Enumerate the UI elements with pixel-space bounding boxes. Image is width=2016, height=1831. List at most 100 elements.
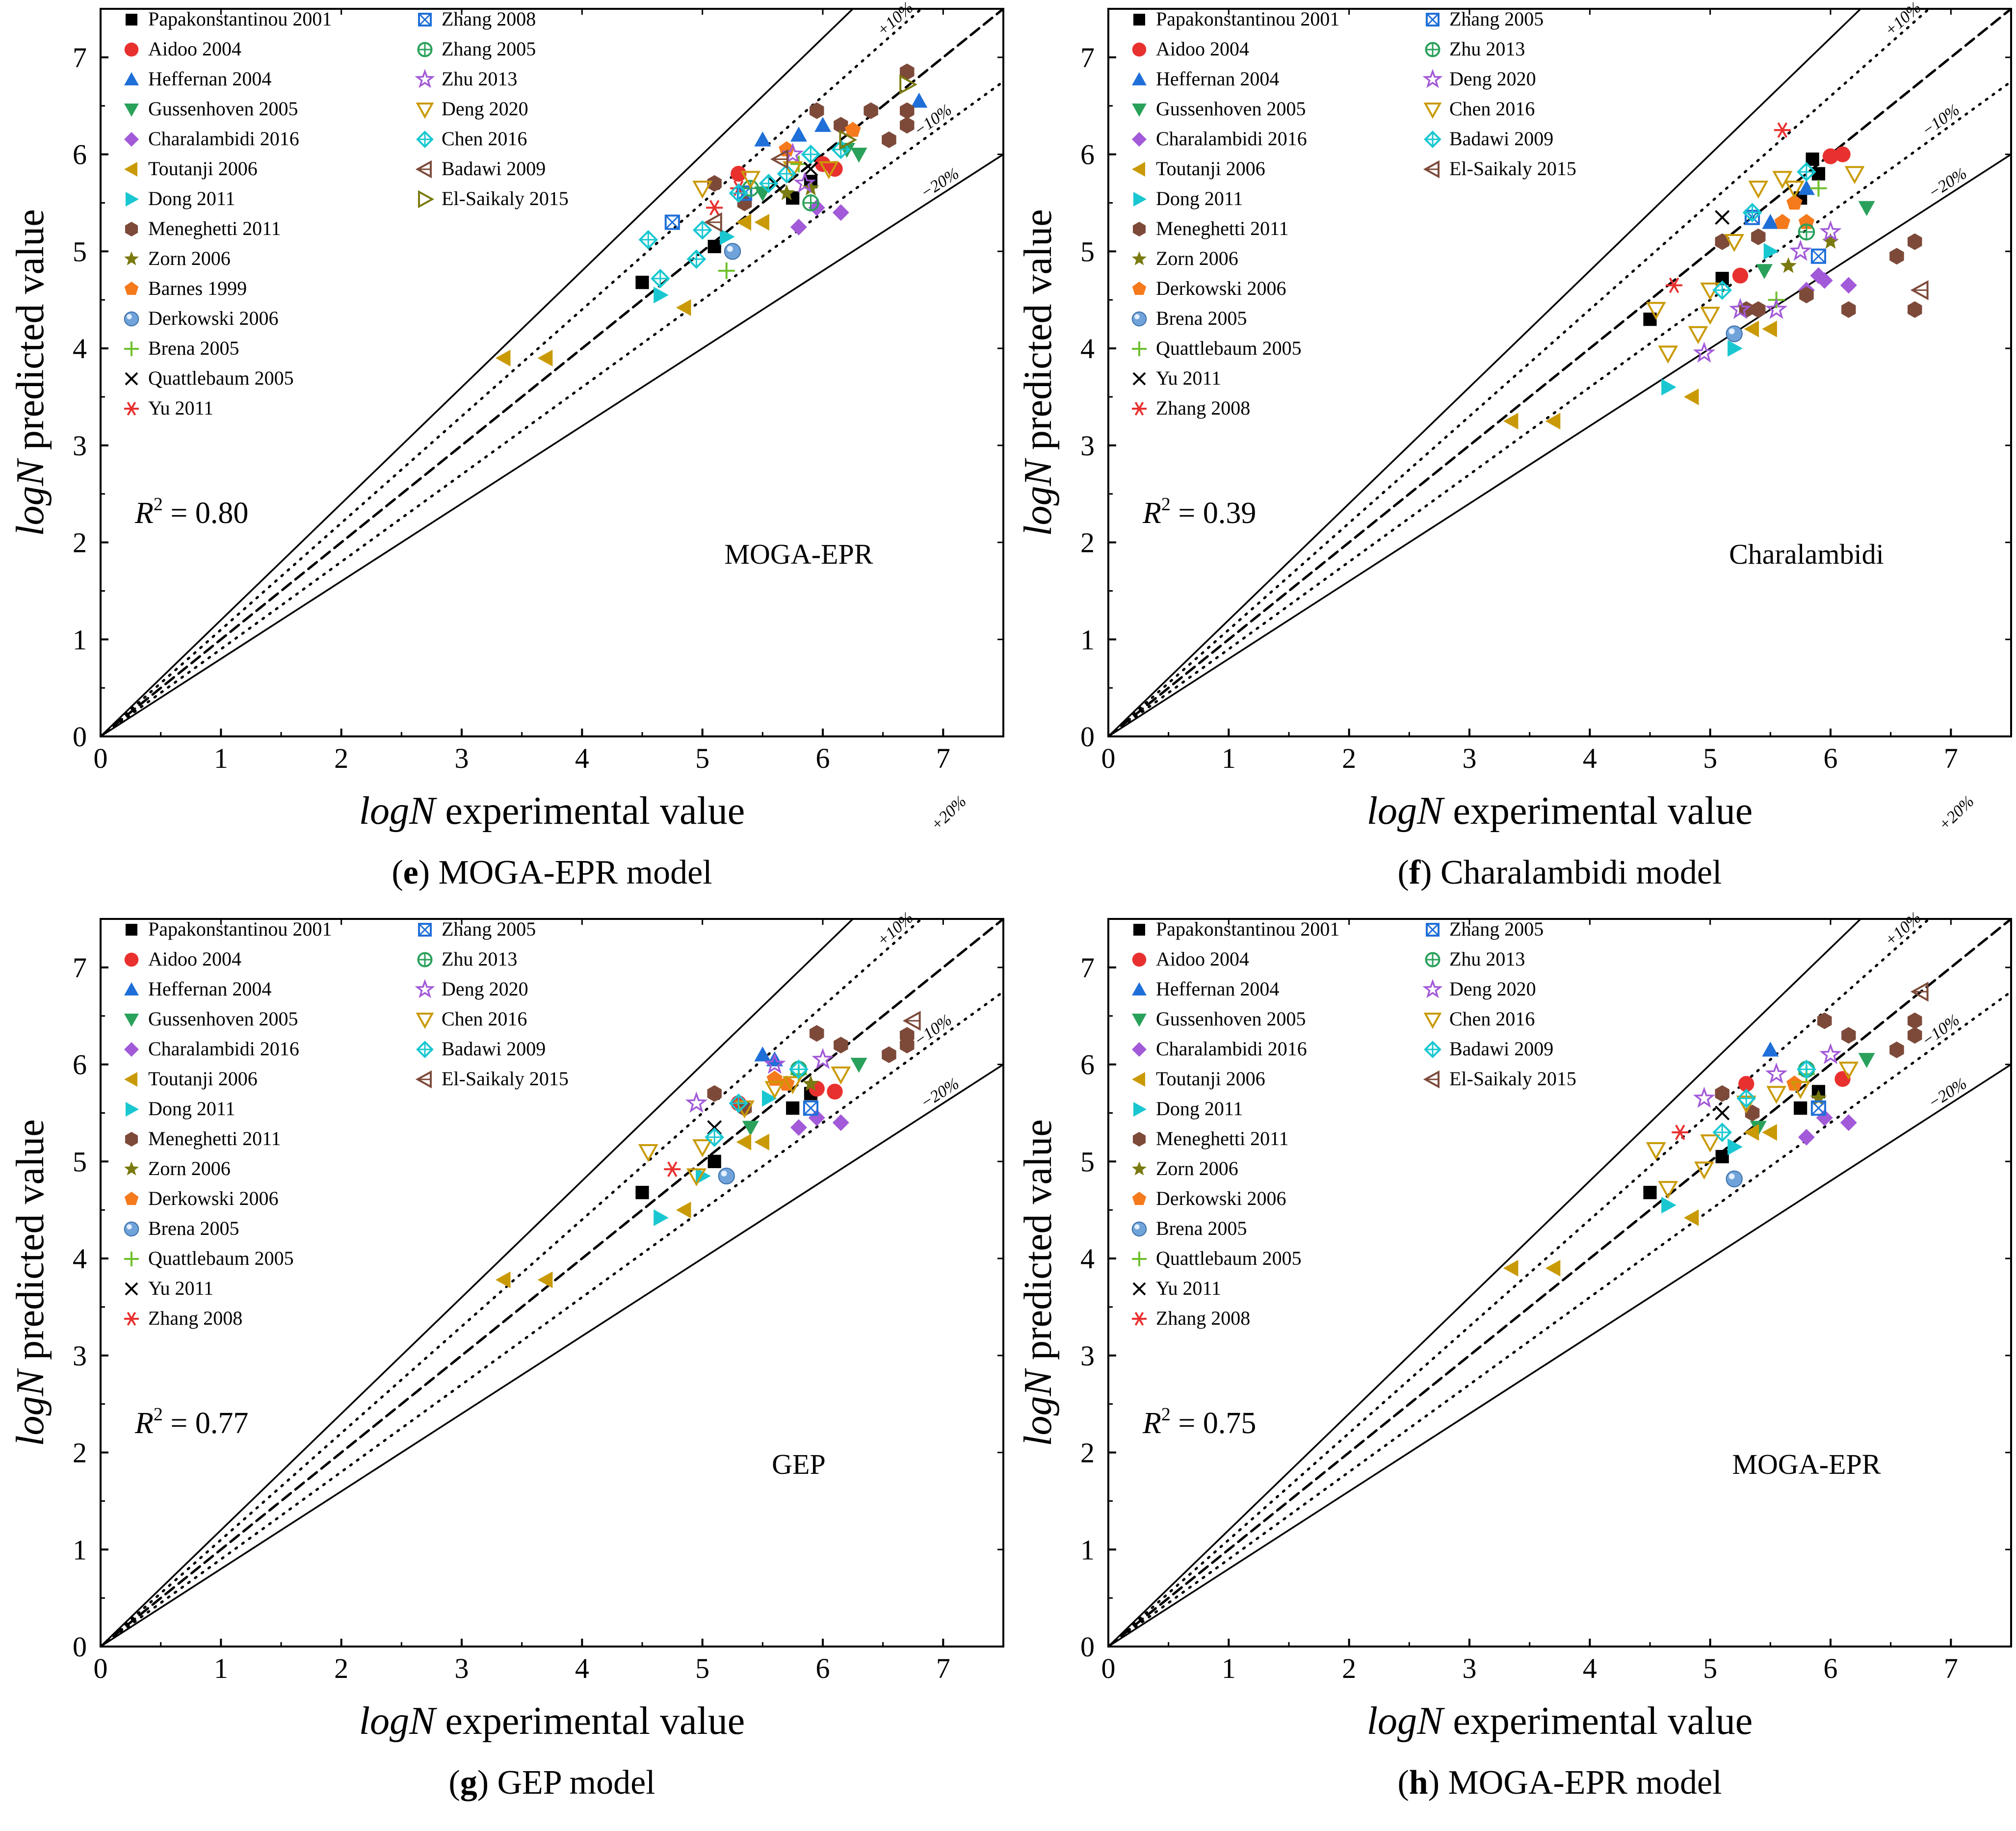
data-point <box>707 175 722 192</box>
y-tick-label: 7 <box>73 42 87 74</box>
legend-label: Zorn 2006 <box>148 247 231 269</box>
x-axis-label: logN experimental value <box>359 789 745 833</box>
legend-label: El-Saikaly 2015 <box>442 187 569 209</box>
data-point <box>1910 981 1929 1002</box>
data-point <box>1762 1124 1777 1141</box>
data-point <box>763 1052 786 1074</box>
legend-marker <box>1426 13 1440 26</box>
legend-marker <box>1423 160 1440 179</box>
data-point <box>839 130 858 150</box>
legend-label: El-Saikaly 2015 <box>1449 1068 1576 1090</box>
legend-marker <box>415 1070 432 1089</box>
legend-item: Quattlebaum 2005 <box>1132 337 1302 359</box>
legend-label: Dong 2011 <box>1156 187 1243 209</box>
legend-label: Deng 2020 <box>442 98 528 120</box>
legend-marker <box>1132 251 1147 265</box>
data-point <box>731 165 747 182</box>
data-point <box>793 172 816 193</box>
y-axis-label: logN predicted value <box>9 1119 52 1446</box>
legend-label: Derkowski 2006 <box>148 307 279 329</box>
data-point <box>1790 1081 1811 1099</box>
legend-item: Quattlebaum 2005 <box>124 1247 294 1269</box>
data-point <box>1910 280 1929 300</box>
data-point <box>1819 1043 1842 1065</box>
legend-marker <box>1132 1161 1147 1176</box>
x-tick-label: 2 <box>334 1652 348 1684</box>
legend-item: Meneghetti 2011 <box>125 217 281 239</box>
data-point <box>1661 1197 1676 1214</box>
legend-item: Zorn 2006 <box>1132 1157 1238 1179</box>
legend-item: Aidoo 2004 <box>1132 38 1249 60</box>
data-point <box>1841 1027 1856 1044</box>
data-point <box>1806 152 1819 166</box>
data-point <box>1694 1161 1714 1180</box>
data-point <box>720 228 735 245</box>
data-point <box>1810 1090 1827 1106</box>
data-point <box>790 156 807 173</box>
panel-caption: (f) Charalambidi model <box>1398 854 1722 891</box>
data-point <box>1503 1259 1519 1277</box>
data-point <box>1834 146 1851 162</box>
legend-label: Gussenhoven 2005 <box>148 98 298 120</box>
band-label: +20% <box>927 792 970 835</box>
data-point <box>1780 257 1797 273</box>
y-tick-label: 1 <box>73 1534 87 1566</box>
data-point <box>736 1133 752 1151</box>
data-point <box>1729 298 1752 319</box>
legend-item: Brena 2005 <box>124 1217 239 1239</box>
data-point <box>812 1047 834 1069</box>
band-label: +10% <box>1881 0 1924 40</box>
legend-item: Derkowski 2006 <box>124 1187 279 1209</box>
data-point <box>1715 1105 1730 1121</box>
x-tick-label: 6 <box>816 742 830 774</box>
legend-marker <box>1132 341 1147 356</box>
data-point <box>537 349 553 366</box>
data-point <box>1798 1128 1815 1146</box>
legend-marker <box>126 1102 139 1117</box>
legend-label: Charalambidi 2016 <box>148 1038 299 1060</box>
legend-label: Zorn 2006 <box>1156 1157 1238 1179</box>
data-point <box>1715 1085 1729 1102</box>
x-tick-label: 1 <box>1222 742 1236 774</box>
data-point <box>832 204 849 221</box>
legend-label: Charalambidi 2016 <box>1156 128 1307 150</box>
data-point <box>707 1085 722 1102</box>
data-point <box>740 171 761 189</box>
legend-marker <box>1425 952 1440 968</box>
legend-marker <box>124 952 139 967</box>
legend-item: Quattlebaum 2005 <box>125 367 294 389</box>
legend-item: Yu 2011 <box>1132 1277 1221 1299</box>
data-point <box>1822 148 1839 164</box>
legend-item: Dong 2011 <box>126 1098 235 1120</box>
legend-item: Zhu 2013 <box>415 68 517 90</box>
data-point <box>1658 345 1678 364</box>
legend-marker <box>124 251 139 265</box>
data-point <box>737 194 752 211</box>
legend-item: Derkowski 2006 <box>1132 277 1286 299</box>
legend-item: Badawi 2009 <box>1424 1038 1553 1060</box>
data-point <box>692 220 712 240</box>
y-axis-label: logN predicted value <box>1017 209 1060 536</box>
y-tick-label: 6 <box>73 139 87 171</box>
x-tick-label: 5 <box>695 1652 709 1684</box>
y-tick-label: 7 <box>1080 952 1095 984</box>
data-points <box>1503 981 1929 1277</box>
legend-label: Yu 2011 <box>1156 1277 1221 1299</box>
data-point <box>1715 233 1729 250</box>
band-label: +10% <box>873 0 916 40</box>
legend-marker <box>124 1161 139 1176</box>
legend-marker <box>124 982 139 995</box>
plot-frame <box>1107 918 2012 1648</box>
legend-label: Derkowski 2006 <box>148 1187 279 1209</box>
y-tick-label: 1 <box>1080 624 1095 655</box>
legend-item: Zorn 2006 <box>124 1157 231 1179</box>
legend-label: Dong 2011 <box>148 187 235 209</box>
legend-label: Papakonstantinou 2001 <box>1156 8 1339 30</box>
data-point <box>802 1075 819 1091</box>
x-tick-label: 3 <box>455 1652 469 1684</box>
data-point <box>783 1076 803 1095</box>
legend: Papakonstantinou 2001 Aidoo 2004 Heffernan… <box>124 8 569 419</box>
data-point <box>754 214 769 231</box>
legend-label: Meneghetti 2011 <box>148 1127 281 1150</box>
legend-label: Brena 2005 <box>148 337 239 359</box>
